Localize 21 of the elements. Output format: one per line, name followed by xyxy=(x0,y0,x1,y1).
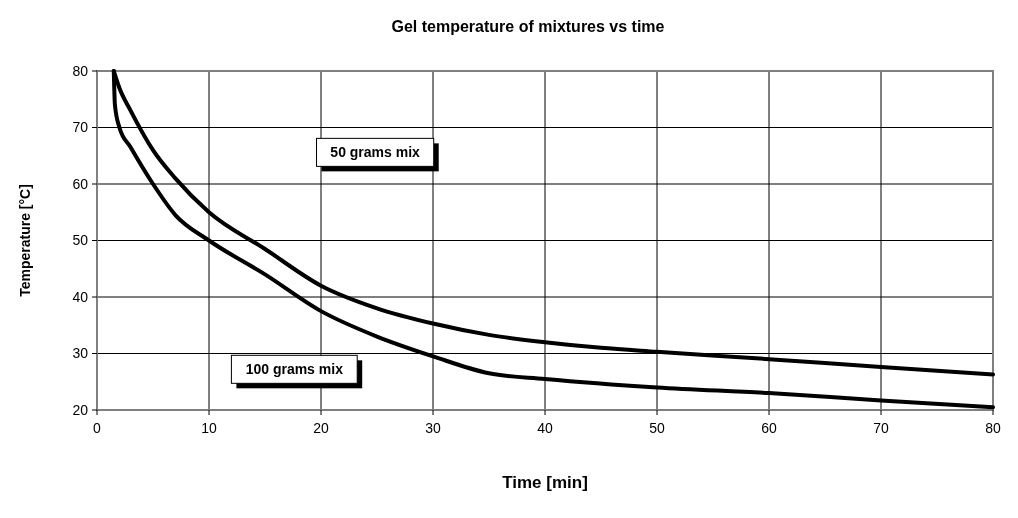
x-tick-label: 80 xyxy=(985,420,1001,436)
y-tick-label: 70 xyxy=(72,119,89,136)
y-tick-label: 50 xyxy=(72,232,89,249)
x-tick-label: 50 xyxy=(649,420,665,436)
y-tick-label: 30 xyxy=(72,345,89,362)
x-tick-label: 60 xyxy=(761,420,777,436)
x-axis-title: Time [min] xyxy=(502,473,588,492)
text: 100 grams mix xyxy=(245,361,344,378)
y-axis-title: Temperature [°C] xyxy=(17,184,33,297)
y-tick-label: 60 xyxy=(72,175,89,192)
text: 50 grams mix xyxy=(330,144,421,161)
y-tick-label: 80 xyxy=(72,62,89,79)
x-tick-label: 70 xyxy=(873,420,889,436)
x-tick-label: 40 xyxy=(537,420,553,436)
x-tick-label: 10 xyxy=(201,420,217,436)
y-tick-label: 20 xyxy=(72,401,89,418)
x-tick-label: 0 xyxy=(93,420,102,436)
chart-title: Gel temperature of mixtures vs time xyxy=(391,18,665,35)
x-tick-label: 30 xyxy=(425,420,441,436)
y-tick-label: 40 xyxy=(72,288,89,305)
x-tick-label: 20 xyxy=(313,420,329,436)
